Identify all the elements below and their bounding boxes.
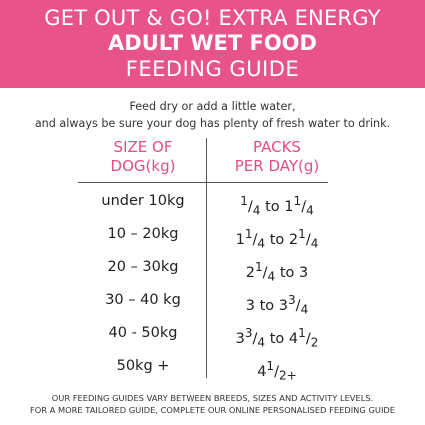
table-row: 50kg + 41/2+	[0, 351, 425, 383]
table-row: 10 – 20kg 11/4 to 21/4	[0, 219, 425, 251]
dog-size-cell: 50kg +	[116, 358, 170, 374]
dog-size-cell: 30 – 40 kg	[105, 292, 181, 308]
intro-text: Feed dry or add a little water, and alwa…	[0, 98, 425, 132]
packs-cell: 41/2+	[257, 359, 297, 383]
table-row: 30 – 40 kg 3 to 33/4	[0, 285, 425, 317]
column-header-size: SIZE OF DOG(kg)	[78, 138, 208, 176]
title-banner: GET OUT & GO! EXTRA ENERGY ADULT WET FOO…	[0, 0, 425, 88]
title-line-2: ADULT WET FOOD	[108, 31, 317, 55]
packs-cell: 1/4 to 11/4	[240, 194, 314, 218]
packs-cell: 3 to 33/4	[245, 293, 309, 317]
footer-line-1: OUR FEEDING GUIDES VARY BETWEEN BREEDS, …	[51, 393, 374, 403]
column-header-packs-line-2: PER DAY(g)	[234, 157, 320, 175]
dog-size-cell: 40 - 50kg	[108, 325, 178, 341]
packs-cell: 21/4 to 3	[245, 260, 309, 284]
column-header-size-line-1: SIZE OF	[113, 138, 173, 156]
footer-line-2: FOR A MORE TAILORED GUIDE, COMPLETE OUR …	[29, 405, 396, 415]
intro-line-1: Feed dry or add a little water,	[129, 100, 296, 113]
column-header-size-line-2: DOG(kg)	[110, 157, 176, 175]
table-horizontal-divider	[78, 182, 328, 183]
packs-cell: 33/4 to 41/2	[235, 326, 319, 350]
table-row: under 10kg 1/4 to 11/4	[0, 186, 425, 218]
packs-cell: 11/4 to 21/4	[235, 227, 319, 251]
footer-note: OUR FEEDING GUIDES VARY BETWEEN BREEDS, …	[0, 392, 425, 416]
column-header-packs-line-1: PACKS	[253, 138, 301, 156]
title-line-1: GET OUT & GO! EXTRA ENERGY	[44, 6, 381, 30]
dog-size-cell: 10 – 20kg	[107, 226, 179, 242]
dog-size-cell: under 10kg	[101, 193, 185, 209]
dog-size-cell: 20 – 30kg	[107, 259, 179, 275]
intro-line-2: and always be sure your dog has plenty o…	[34, 117, 391, 130]
title-line-3: FEEDING GUIDE	[125, 57, 300, 81]
table-row: 40 - 50kg 33/4 to 41/2	[0, 318, 425, 350]
column-header-packs: PACKS PER DAY(g)	[212, 138, 342, 176]
table-vertical-divider	[206, 138, 207, 378]
table-row: 20 – 30kg 21/4 to 3	[0, 252, 425, 284]
